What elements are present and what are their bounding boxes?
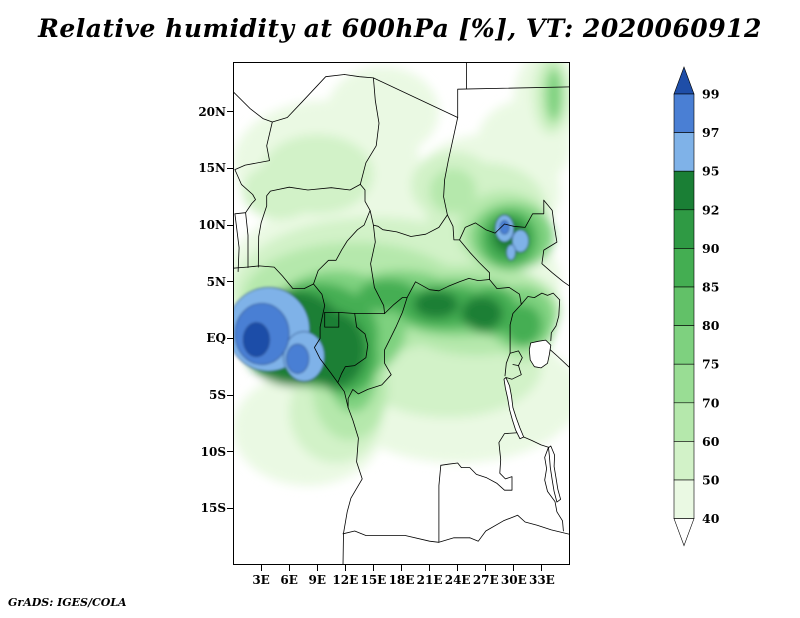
colorbar-block — [673, 132, 695, 172]
lat-tick-label: 15N — [198, 161, 226, 176]
colorbar-block — [673, 363, 695, 404]
lon-tick-mark — [485, 565, 487, 571]
lon-tick-label: 21E — [416, 573, 443, 587]
lat-tick-mark — [227, 167, 233, 169]
lat-tick-mark — [227, 451, 233, 453]
colorbar-block — [673, 479, 695, 519]
colorbar-label: 99 — [702, 87, 719, 102]
colorbar-arrow-bottom — [673, 518, 695, 547]
lon-tick-label: 33E — [528, 573, 555, 587]
colorbar-block — [673, 170, 695, 211]
lon-tick-mark — [513, 565, 515, 571]
lat-tick-label: 15S — [200, 501, 226, 516]
colorbar-block — [673, 248, 695, 288]
lon-tick-label: 3E — [252, 573, 270, 587]
lon-tick-mark — [541, 565, 543, 571]
lat-tick-label: 20N — [198, 104, 226, 119]
colorbar-block — [673, 402, 695, 442]
lon-tick-mark — [372, 565, 374, 571]
colorbar-label: 92 — [702, 202, 719, 217]
lon-tick-label: 24E — [444, 573, 471, 587]
colorbar-block — [673, 325, 695, 365]
lon-tick-mark — [457, 565, 459, 571]
map-figure — [233, 62, 570, 565]
colorbar-label: 95 — [702, 164, 719, 179]
lat-tick-label: 10N — [198, 218, 226, 233]
colorbar-label: 80 — [702, 318, 720, 333]
lat-tick-label: 10S — [200, 444, 226, 459]
lat-tick-mark — [227, 394, 233, 396]
lat-tick-label: EQ — [206, 331, 226, 346]
lon-tick-label: 27E — [472, 573, 499, 587]
grads-attribution: GrADS: IGES/COLA — [8, 596, 127, 609]
colorbar-label: 90 — [702, 241, 720, 256]
lat-tick-mark — [227, 337, 233, 339]
lon-tick-mark — [429, 565, 431, 571]
colorbar-block — [673, 209, 695, 249]
lon-tick-mark — [316, 565, 318, 571]
colorbar-label: 97 — [702, 125, 719, 140]
lon-tick-mark — [344, 565, 346, 571]
lon-tick-label: 12E — [332, 573, 359, 587]
chart-title: Relative humidity at 600hPa [%], VT: 202… — [38, 14, 762, 43]
map-borders — [233, 62, 570, 565]
colorbar-block — [673, 441, 695, 481]
colorbar-arrow-top — [673, 66, 695, 95]
lon-tick-label: 30E — [500, 573, 527, 587]
colorbar-label: 70 — [702, 395, 720, 410]
lon-tick-label: 18E — [388, 573, 415, 587]
lon-tick-mark — [260, 565, 262, 571]
colorbar-block — [673, 93, 695, 133]
map-frame — [233, 62, 570, 565]
humidity-map — [233, 62, 570, 565]
lon-tick-label: 9E — [308, 573, 327, 587]
lon-tick-label: 15E — [360, 573, 387, 587]
humidity-field-green — [233, 62, 570, 486]
colorbar-block — [673, 286, 695, 326]
lon-tick-label: 6E — [280, 573, 298, 587]
colorbar-label: 85 — [702, 280, 719, 295]
lon-tick-mark — [401, 565, 402, 571]
colorbar-label: 40 — [702, 511, 720, 526]
humidity-field-blue — [233, 214, 530, 382]
lat-tick-mark — [227, 507, 233, 509]
colorbar-label: 60 — [702, 434, 720, 449]
lat-tick-label: 5N — [206, 274, 226, 289]
lat-tick-mark — [227, 224, 233, 226]
colorbar: 99 97 95 92 90 85 80 75 70 60 50 40 — [673, 66, 720, 547]
lat-tick-mark — [227, 281, 233, 283]
colorbar-label: 50 — [702, 473, 720, 488]
lat-tick-label: 5S — [208, 388, 226, 403]
lat-tick-mark — [227, 111, 233, 113]
lon-tick-mark — [288, 565, 290, 571]
colorbar-label: 75 — [702, 357, 719, 372]
